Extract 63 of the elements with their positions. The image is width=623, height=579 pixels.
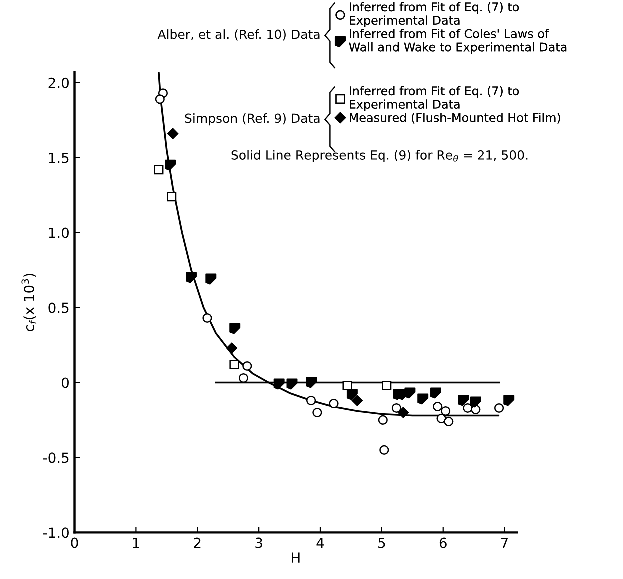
legend-label: Measured (Flush-Mounted Hot Film): [350, 113, 560, 124]
point: [154, 165, 164, 175]
point: [202, 313, 212, 324]
point: [167, 192, 177, 202]
y-tick-label: 0.5: [48, 302, 69, 314]
point: [433, 402, 443, 412]
point: [398, 407, 409, 418]
x-tick-label: 2: [194, 538, 201, 548]
point: [238, 373, 248, 384]
point: [352, 395, 363, 406]
x-tick-label: 1: [133, 538, 140, 548]
point: [346, 389, 358, 400]
point: [306, 396, 316, 406]
point: [230, 323, 241, 334]
point: [226, 342, 238, 354]
point: [441, 406, 451, 416]
point: [470, 396, 482, 408]
text: Alber, et al. (Ref. 10) Data: [158, 30, 320, 41]
point: [230, 360, 240, 370]
point: [382, 380, 392, 391]
y-tick-label: -0.5: [43, 452, 69, 464]
point: [342, 380, 352, 391]
point: [329, 398, 339, 409]
point: [418, 394, 429, 405]
point: [306, 377, 318, 388]
point: [458, 395, 470, 406]
y-tick-label: -1.0: [43, 528, 69, 538]
x-tick-label: 4: [316, 538, 324, 548]
point: [430, 388, 442, 399]
point: [404, 388, 416, 399]
point: [242, 361, 252, 372]
point: [155, 94, 165, 104]
x-tick-label: 7: [502, 538, 508, 548]
annotation: Solid Line Represents Eq. (9) for Re$_{θ}$ = 21, 500.: [232, 150, 528, 162]
point: [274, 378, 285, 390]
legend-label: Inferred from Fit of Eq. (7) to Experimental Data: [350, 2, 520, 28]
point: [444, 416, 454, 427]
point: [504, 395, 515, 406]
point: [312, 408, 322, 418]
point: [168, 128, 179, 140]
y-tick-label: 1.5: [49, 152, 69, 164]
point: [165, 160, 176, 171]
point: [436, 414, 446, 424]
legend-label: Inferred from Fit of Coles' Laws of Wall and Wake to Experimental Data: [349, 29, 567, 54]
point: [286, 378, 298, 390]
point: [494, 403, 504, 414]
x-axis-title: H: [292, 552, 300, 563]
x-tick-label: 3: [256, 538, 262, 548]
legend-label: Inferred from Fit of Eq. (7) to Experimental Data: [350, 86, 520, 112]
point: [392, 403, 402, 414]
point: [186, 272, 197, 284]
y-axis-title: c$_{f}$(x 10$^{3}$): [22, 274, 37, 332]
annotation: Simpson (Ref. 9) Data: [185, 114, 320, 126]
y-tick-label: 0: [62, 378, 69, 388]
point: [206, 274, 217, 285]
point: [378, 415, 388, 426]
point: [380, 445, 390, 456]
x-tick-label: 5: [378, 538, 386, 548]
x-tick-label: 0: [71, 538, 78, 548]
x-tick-label: 6: [440, 538, 447, 548]
y-tick-label: 1.0: [49, 228, 69, 238]
y-tick-label: 2.0: [48, 78, 69, 88]
point: [463, 403, 473, 414]
